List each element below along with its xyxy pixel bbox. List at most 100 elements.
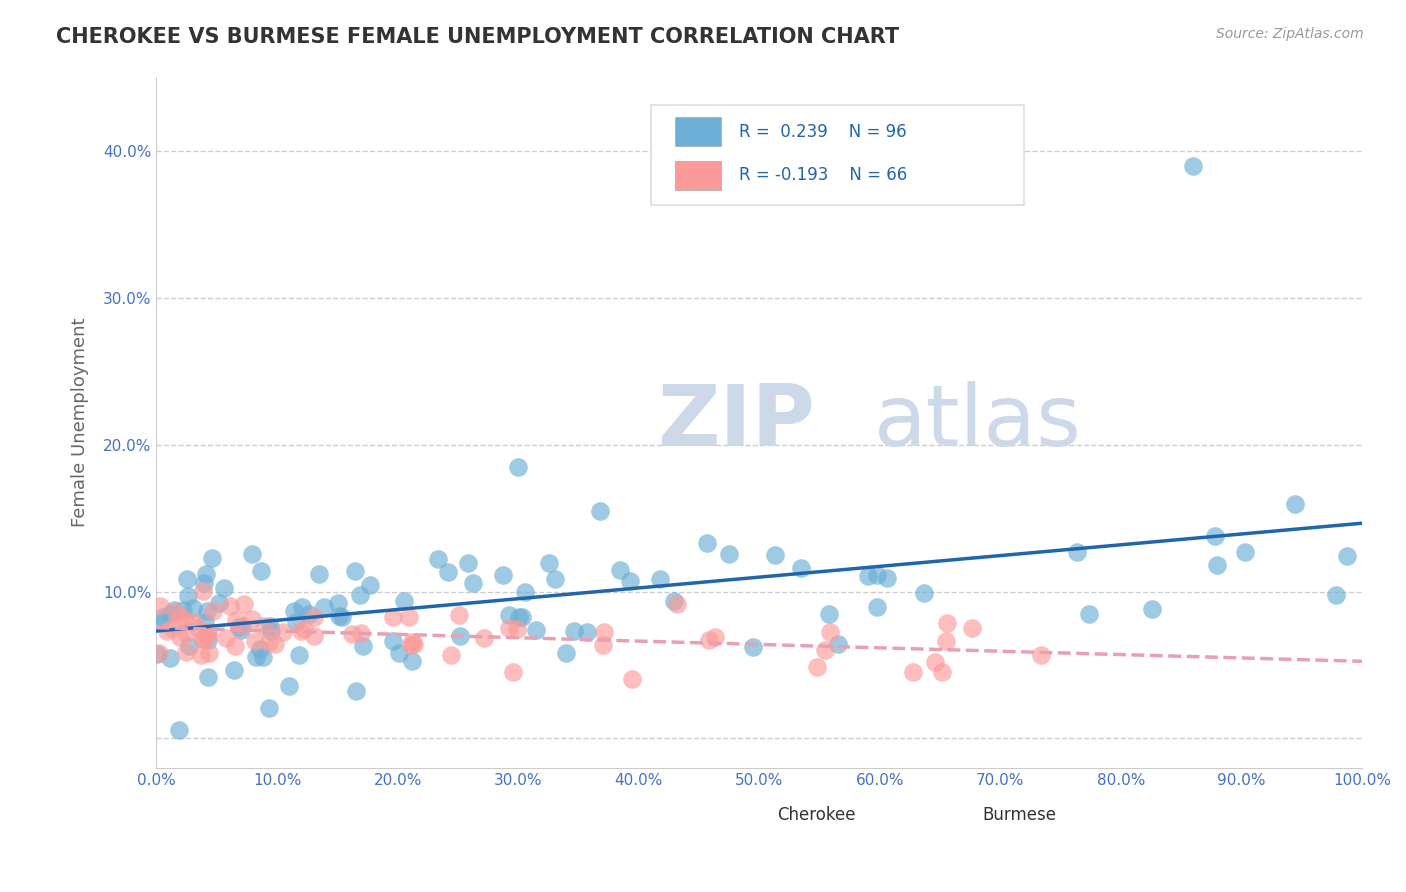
Point	[169, 630, 191, 644]
Point	[827, 637, 849, 651]
Point	[231, 619, 253, 633]
Point	[174, 625, 197, 640]
Point	[187, 621, 209, 635]
Point	[931, 665, 953, 679]
Point	[936, 615, 959, 630]
Text: Burmese: Burmese	[983, 805, 1056, 823]
Point	[159, 650, 181, 665]
Point	[197, 628, 219, 642]
Point	[162, 621, 184, 635]
Point	[382, 634, 405, 648]
Point	[312, 599, 335, 614]
Point	[349, 589, 371, 603]
Point	[172, 603, 194, 617]
Point	[215, 631, 238, 645]
Point	[326, 596, 349, 610]
FancyBboxPatch shape	[946, 805, 973, 825]
Point	[508, 610, 530, 624]
Point	[472, 631, 495, 645]
Point	[224, 639, 246, 653]
Point	[229, 624, 252, 638]
Point	[506, 623, 529, 637]
Point	[283, 604, 305, 618]
Point	[589, 504, 612, 518]
Point	[352, 639, 374, 653]
Text: Cherokee: Cherokee	[778, 805, 856, 823]
Point	[666, 597, 689, 611]
Point	[308, 567, 330, 582]
Point	[806, 660, 828, 674]
Point	[359, 578, 381, 592]
Point	[856, 568, 879, 582]
Point	[148, 646, 170, 660]
Point	[576, 624, 599, 639]
Point	[165, 606, 187, 620]
Point	[817, 607, 839, 621]
Point	[242, 547, 264, 561]
Text: Source: ZipAtlas.com: Source: ZipAtlas.com	[1216, 27, 1364, 41]
Point	[1326, 588, 1348, 602]
Point	[240, 612, 263, 626]
Point	[765, 548, 787, 562]
Point	[195, 604, 218, 618]
Point	[704, 630, 727, 644]
Point	[208, 596, 231, 610]
Point	[398, 610, 420, 624]
Point	[350, 626, 373, 640]
Point	[222, 663, 245, 677]
Point	[544, 572, 567, 586]
Point	[1204, 529, 1226, 543]
Point	[181, 615, 204, 629]
Point	[562, 624, 585, 639]
Text: R = -0.193    N = 66: R = -0.193 N = 66	[738, 167, 907, 185]
Point	[814, 643, 837, 657]
Point	[198, 647, 221, 661]
Point	[340, 626, 363, 640]
Point	[457, 557, 479, 571]
Point	[664, 594, 686, 608]
Point	[718, 548, 741, 562]
Point	[177, 639, 200, 653]
Point	[197, 633, 219, 648]
Point	[404, 637, 426, 651]
Text: atlas: atlas	[873, 381, 1081, 464]
Point	[212, 581, 235, 595]
Point	[291, 599, 314, 614]
Point	[609, 562, 631, 576]
Point	[790, 561, 813, 575]
Point	[284, 615, 307, 630]
Point	[498, 621, 520, 635]
Point	[876, 571, 898, 585]
Point	[1066, 545, 1088, 559]
Text: R =  0.239    N = 96: R = 0.239 N = 96	[738, 123, 907, 141]
Point	[174, 614, 197, 628]
Point	[183, 600, 205, 615]
Point	[399, 638, 422, 652]
Point	[191, 583, 214, 598]
Point	[1078, 607, 1101, 621]
Point	[648, 572, 671, 586]
Point	[392, 594, 415, 608]
Point	[437, 565, 460, 579]
FancyBboxPatch shape	[675, 118, 721, 146]
Point	[263, 637, 285, 651]
Point	[818, 624, 841, 639]
Point	[935, 634, 957, 648]
Point	[592, 638, 614, 652]
Point	[169, 609, 191, 624]
Point	[201, 551, 224, 566]
Point	[388, 646, 411, 660]
Point	[278, 679, 301, 693]
Point	[912, 586, 935, 600]
Point	[426, 552, 449, 566]
Point	[253, 619, 276, 633]
FancyBboxPatch shape	[675, 161, 721, 190]
Point	[257, 701, 280, 715]
Point	[225, 613, 247, 627]
Point	[302, 629, 325, 643]
Point	[191, 632, 214, 646]
Point	[1206, 558, 1229, 572]
Point	[440, 648, 463, 662]
Point	[1284, 497, 1306, 511]
Point	[193, 576, 215, 591]
